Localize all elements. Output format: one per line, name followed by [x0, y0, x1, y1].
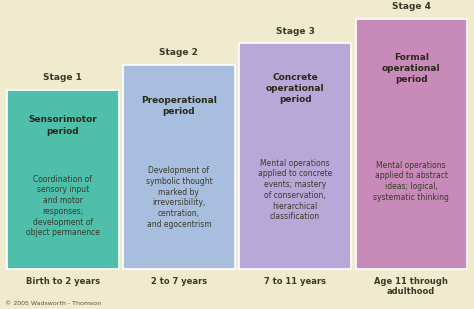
Text: Concrete
operational
period: Concrete operational period: [266, 73, 324, 104]
Text: Age 11 through
adulthood: Age 11 through adulthood: [374, 277, 448, 296]
Text: © 2005 Wadsworth - Thomson: © 2005 Wadsworth - Thomson: [5, 301, 101, 306]
Text: Mental operations
applied to concrete
events; mastery
of conservation,
hierarchi: Mental operations applied to concrete ev…: [258, 159, 332, 221]
Text: Formal
operational
period: Formal operational period: [382, 53, 440, 84]
Text: 2 to 7 years: 2 to 7 years: [151, 277, 207, 286]
Text: Stage 3: Stage 3: [275, 27, 315, 36]
Bar: [123, 65, 235, 269]
Text: Stage 1: Stage 1: [43, 73, 82, 82]
Text: Stage 2: Stage 2: [159, 48, 199, 57]
Bar: [239, 43, 351, 269]
Text: Mental operations
applied to abstract
ideas; logical,
systematic thinking: Mental operations applied to abstract id…: [373, 161, 449, 202]
Bar: [7, 90, 118, 269]
Text: Development of
symbolic thought
marked by
irreversibility,
centration,
and egoce: Development of symbolic thought marked b…: [146, 166, 212, 229]
Text: Coordination of
sensory input
and motor
responses;
development of
object permane: Coordination of sensory input and motor …: [26, 175, 100, 238]
Text: Stage 4: Stage 4: [392, 2, 431, 11]
Bar: [356, 19, 467, 269]
Text: 7 to 11 years: 7 to 11 years: [264, 277, 326, 286]
Text: Preoperational
period: Preoperational period: [141, 95, 217, 116]
Text: Birth to 2 years: Birth to 2 years: [26, 277, 100, 286]
Text: Sensorimotor
period: Sensorimotor period: [28, 115, 97, 136]
